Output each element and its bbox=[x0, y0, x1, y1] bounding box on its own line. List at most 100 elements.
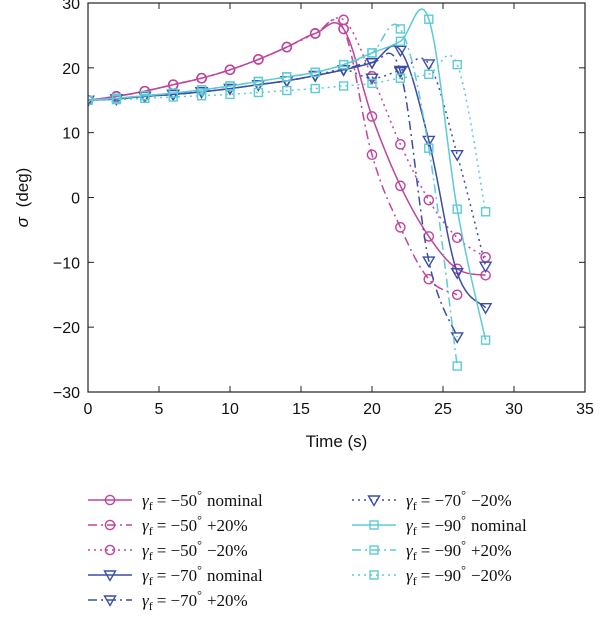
data-point-marker bbox=[140, 93, 150, 104]
legend-label-symbol: γ bbox=[142, 491, 150, 510]
data-point-marker bbox=[395, 24, 406, 34]
data-point-marker bbox=[452, 361, 462, 371]
legend-label-subscript: f bbox=[149, 574, 153, 588]
legend-label-angle: = −50 bbox=[157, 491, 197, 510]
legend-swatch-marker bbox=[369, 545, 379, 555]
x-tick-label: 5 bbox=[155, 401, 164, 418]
data-point-marker bbox=[168, 92, 178, 102]
legend-label-subscript: f bbox=[413, 499, 417, 513]
legend-label-subscript: f bbox=[413, 524, 417, 538]
legend-label: γf = −90° +20% bbox=[406, 538, 512, 563]
x-tick-label: 20 bbox=[363, 401, 381, 418]
legend-swatch-marker bbox=[369, 570, 379, 580]
data-point-marker bbox=[338, 59, 349, 70]
legend-label-degree: ° bbox=[197, 513, 202, 527]
series-9 bbox=[88, 54, 491, 217]
x-tick-label: 0 bbox=[84, 401, 93, 418]
legend-label-symbol: γ bbox=[406, 541, 414, 560]
series-line bbox=[88, 19, 458, 296]
legend-label: γf = −90° −20% bbox=[406, 563, 512, 588]
legend-swatch-marker bbox=[103, 595, 117, 607]
data-point-marker bbox=[310, 83, 320, 94]
data-point-marker bbox=[450, 332, 464, 344]
series-layer bbox=[88, 8, 493, 371]
legend-label-degree: ° bbox=[461, 513, 466, 527]
data-point-marker bbox=[338, 14, 349, 26]
legend-item: γf = −70° +20% bbox=[88, 588, 248, 613]
legend-item: γf = −70° −20% bbox=[352, 488, 512, 513]
legend-label-suffix: +20% bbox=[207, 516, 248, 535]
legend-item: γf = −90° nominal bbox=[352, 513, 527, 538]
data-point-marker bbox=[367, 78, 377, 89]
data-point-marker bbox=[253, 87, 264, 98]
axis-ticks: 0 5 10 15 20 25 30 35 30 20 10 0 −10 −20 −30 bbox=[53, 0, 594, 418]
legend-label: γf = −70° +20% bbox=[142, 588, 248, 613]
legend-label-suffix: nominal bbox=[207, 491, 263, 510]
series-line bbox=[88, 45, 487, 309]
legend-label-angle: = −90 bbox=[421, 566, 461, 585]
legend-label-degree: ° bbox=[197, 563, 202, 577]
legend-label-suffix: −20% bbox=[471, 566, 512, 585]
legend-label: γf = −70° nominal bbox=[142, 563, 263, 588]
legend-label-symbol: γ bbox=[406, 516, 414, 535]
legend-label-degree: ° bbox=[461, 488, 466, 502]
legend-label-suffix: +20% bbox=[207, 591, 248, 610]
legend-label: γf = −50° +20% bbox=[142, 513, 248, 538]
data-point-marker bbox=[366, 111, 378, 122]
legend-label-angle: = −70 bbox=[421, 491, 461, 510]
y-tick-label: 20 bbox=[62, 61, 80, 78]
data-point-marker bbox=[282, 85, 292, 96]
y-axis-unit: (deg) bbox=[13, 168, 32, 208]
legend-label: γf = −50° −20% bbox=[142, 538, 248, 563]
legend-label-degree: ° bbox=[197, 488, 202, 502]
data-point-marker bbox=[395, 139, 406, 150]
data-point-marker bbox=[422, 256, 436, 268]
legend-label: γf = −90° nominal bbox=[406, 513, 527, 538]
data-point-marker bbox=[253, 76, 264, 87]
legend-label-angle: = −90 bbox=[421, 516, 461, 535]
data-point-marker bbox=[393, 45, 408, 58]
legend-swatch-marker bbox=[369, 520, 379, 530]
legend-label-suffix: −20% bbox=[207, 541, 248, 560]
legend-label-symbol: γ bbox=[142, 566, 150, 585]
data-point-marker bbox=[422, 135, 436, 148]
legend-label-angle: = −90 bbox=[421, 541, 461, 560]
data-point-marker bbox=[336, 65, 351, 77]
legend-label-angle: = −70 bbox=[157, 591, 197, 610]
legend-swatch-marker bbox=[104, 544, 116, 556]
data-point-marker bbox=[422, 59, 436, 71]
data-point-marker bbox=[366, 149, 378, 161]
x-tick-label: 10 bbox=[221, 401, 239, 418]
x-tick-label: 30 bbox=[505, 401, 523, 418]
legend-label-suffix: −20% bbox=[471, 491, 512, 510]
legend-label-subscript: f bbox=[413, 549, 417, 563]
data-point-marker bbox=[424, 69, 434, 80]
legend-label-symbol: γ bbox=[142, 516, 150, 535]
legend-label-degree: ° bbox=[461, 563, 466, 577]
legend-label-angle: = −50 bbox=[157, 541, 197, 560]
legend-item: γf = −90° −20% bbox=[352, 563, 512, 588]
legend-swatch-marker bbox=[103, 570, 117, 582]
legend-swatch-marker bbox=[367, 495, 381, 507]
legend-item: γf = −50° nominal bbox=[88, 488, 263, 513]
series-line bbox=[88, 52, 458, 338]
data-point-marker bbox=[478, 303, 493, 315]
legend-label-degree: ° bbox=[197, 588, 202, 602]
data-point-marker bbox=[111, 94, 122, 105]
data-point-marker bbox=[224, 64, 236, 76]
y-tick-label: 10 bbox=[62, 126, 80, 143]
legend-label-subscript: f bbox=[149, 524, 153, 538]
y-tick-label: 30 bbox=[62, 0, 80, 13]
x-axis-title: Time (s) bbox=[306, 432, 368, 451]
y-tick-label: −20 bbox=[53, 320, 80, 337]
x-tick-label: 35 bbox=[576, 401, 594, 418]
legend-label-suffix: nominal bbox=[207, 566, 263, 585]
legend-label: γf = −50° nominal bbox=[142, 488, 263, 513]
data-point-marker bbox=[393, 65, 408, 78]
data-point-marker bbox=[338, 81, 349, 91]
series-2 bbox=[88, 19, 463, 301]
legend-label-suffix: nominal bbox=[471, 516, 527, 535]
legend-item: γf = −50° −20% bbox=[88, 538, 248, 563]
